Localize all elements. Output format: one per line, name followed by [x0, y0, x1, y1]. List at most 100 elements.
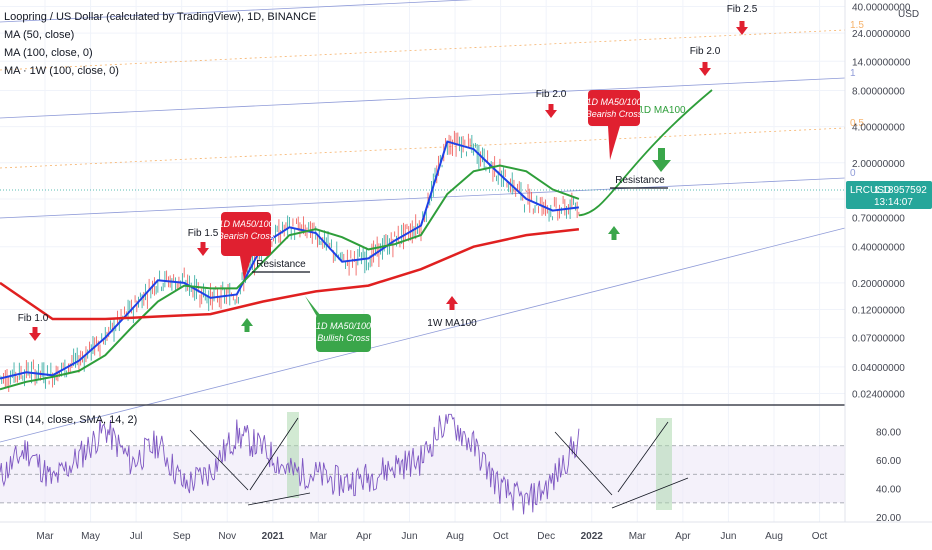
callout-text: 1D MA50/100 [218, 219, 273, 229]
annotation-label: 1W MA100 [427, 318, 477, 329]
callout-text: Bearish Cross [586, 109, 643, 119]
rsi-pane [0, 412, 845, 515]
projection-curve [578, 89, 713, 217]
annotation-label: Resistance [615, 175, 665, 186]
fib-level-line [0, 77, 846, 119]
time-tick-label: Oct [812, 531, 828, 542]
arrow-shaft [32, 327, 38, 334]
fib-level-line [0, 177, 846, 219]
rsi-trendline [611, 477, 689, 509]
callout-text: Bearish Cross [218, 231, 275, 241]
time-tick-label: May [81, 531, 100, 542]
price-badge-value: 1.18957592 [874, 185, 927, 196]
rsi-trendline [617, 421, 669, 493]
time-tick-label: Oct [493, 531, 509, 542]
price-badge-countdown: 13:14:07 [874, 197, 913, 208]
rsi-tick-label: 60.00 [876, 456, 901, 467]
price-tick-label: 0.04000000 [852, 363, 905, 374]
price-tick-label: 4.00000000 [852, 123, 905, 134]
fib-level-line [0, 29, 846, 71]
last-price-badge: LRCUSD 1.18957592 13:14:07 [846, 181, 932, 209]
series-line-ma50 [0, 140, 580, 380]
time-tick-label: Mar [629, 531, 647, 542]
time-tick-label: Apr [675, 531, 691, 542]
price-tick-label: 0.40000000 [852, 243, 905, 254]
annotation-label: Fib 1.5 [188, 228, 219, 239]
price-tick-label: 2.00000000 [852, 159, 905, 170]
time-axis[interactable]: Mar May Jul Sep Nov 2021 Mar Apr Jun Aug Oct Dec 202… [36, 531, 827, 542]
annotation-label: Resistance [256, 259, 306, 270]
callout-box [316, 314, 371, 352]
down-arrow-icon [736, 27, 748, 35]
arrow-shaft [244, 325, 250, 332]
rsi-legend[interactable]: RSI (14, close, SMA, 14, 2) [4, 414, 138, 426]
rsi-trendline [249, 417, 299, 491]
price-tick-label: 14.00000000 [852, 57, 911, 68]
fib-level-label: 0 [850, 168, 856, 179]
time-tick-label: Mar [36, 531, 54, 542]
chart-legend: Loopring / US Dollar (calculated by Trad… [4, 8, 316, 80]
callout-pointer [608, 126, 620, 160]
rsi-tick-label: 40.00 [876, 485, 901, 496]
arrow-shaft [449, 303, 455, 310]
price-tick-label: 24.00000000 [852, 29, 911, 40]
rsi-highlight [656, 418, 672, 510]
annotation-label: Fib 2.0 [536, 89, 567, 100]
time-tick-label: Nov [218, 531, 236, 542]
callout-text: 1D MA50/100 [586, 97, 641, 107]
up-arrow-icon [446, 296, 458, 304]
arrow-shaft [739, 21, 745, 28]
up-arrow-icon [241, 318, 253, 326]
time-tick-label: 2021 [262, 531, 285, 542]
rsi-axis[interactable]: 80.00 60.00 40.00 20.00 [876, 427, 901, 524]
time-tick-label: Aug [446, 531, 464, 542]
arrow-shaft [611, 233, 617, 240]
price-badge-symbol: LRCUSD [850, 185, 891, 196]
fib-level-label: 1 [850, 68, 856, 79]
callout-pointer [240, 256, 252, 280]
up-arrow-icon [608, 226, 620, 234]
moving-averages [0, 89, 713, 391]
indicator-ma50[interactable]: MA (50, close) [4, 29, 75, 41]
annotation-label: Fib 1.0 [18, 313, 49, 324]
callout-pointer [305, 296, 350, 352]
currency-label: USD [898, 9, 919, 20]
time-tick-label: Sep [173, 531, 191, 542]
time-tick-label: Jun [720, 531, 736, 542]
arrow-shaft [658, 148, 665, 160]
down-arrow-icon [197, 248, 209, 256]
rsi-tick-label: 80.00 [876, 427, 901, 438]
series-line-ma1w100 [0, 227, 580, 321]
time-tick-label: Jul [130, 531, 143, 542]
down-arrow-icon [699, 68, 711, 76]
time-tick-label: 2022 [581, 531, 604, 542]
indicator-ma1w100[interactable]: MA · 1W (100, close, 0) [4, 65, 119, 77]
chart-title[interactable]: Loopring / US Dollar (calculated by Trad… [4, 11, 317, 23]
time-tick-label: Aug [765, 531, 783, 542]
time-tick-label: Apr [356, 531, 372, 542]
rsi-highlight [287, 412, 299, 498]
price-tick-label: 0.12000000 [852, 306, 905, 317]
annotation-label: Fib 2.5 [727, 4, 758, 15]
price-tick-label: 0.07000000 [852, 334, 905, 345]
fib-line-lower [0, 227, 846, 443]
annotation-label: 1D MA100 [638, 105, 686, 116]
annotation-label: Fib 2.0 [690, 46, 721, 57]
time-tick-label: Jun [401, 531, 417, 542]
time-tick-label: Mar [310, 531, 328, 542]
price-tick-label: 0.20000000 [852, 279, 905, 290]
price-tick-label: 40.00000000 [852, 3, 911, 14]
time-tick-label: Dec [537, 531, 555, 542]
callout-text: 1D MA50/100 [316, 321, 371, 331]
indicator-ma100[interactable]: MA (100, close, 0) [4, 47, 93, 59]
down-arrow-icon [545, 110, 557, 118]
callout-text: Bullish Cross [317, 333, 370, 343]
callout-box [221, 212, 271, 256]
fib-channel [0, 0, 846, 443]
rsi-trendline [247, 492, 311, 506]
series-line-ma100 [0, 164, 580, 391]
callout-box [588, 90, 640, 126]
price-tick-label: 8.00000000 [852, 86, 905, 97]
down-arrow-icon [29, 333, 41, 341]
